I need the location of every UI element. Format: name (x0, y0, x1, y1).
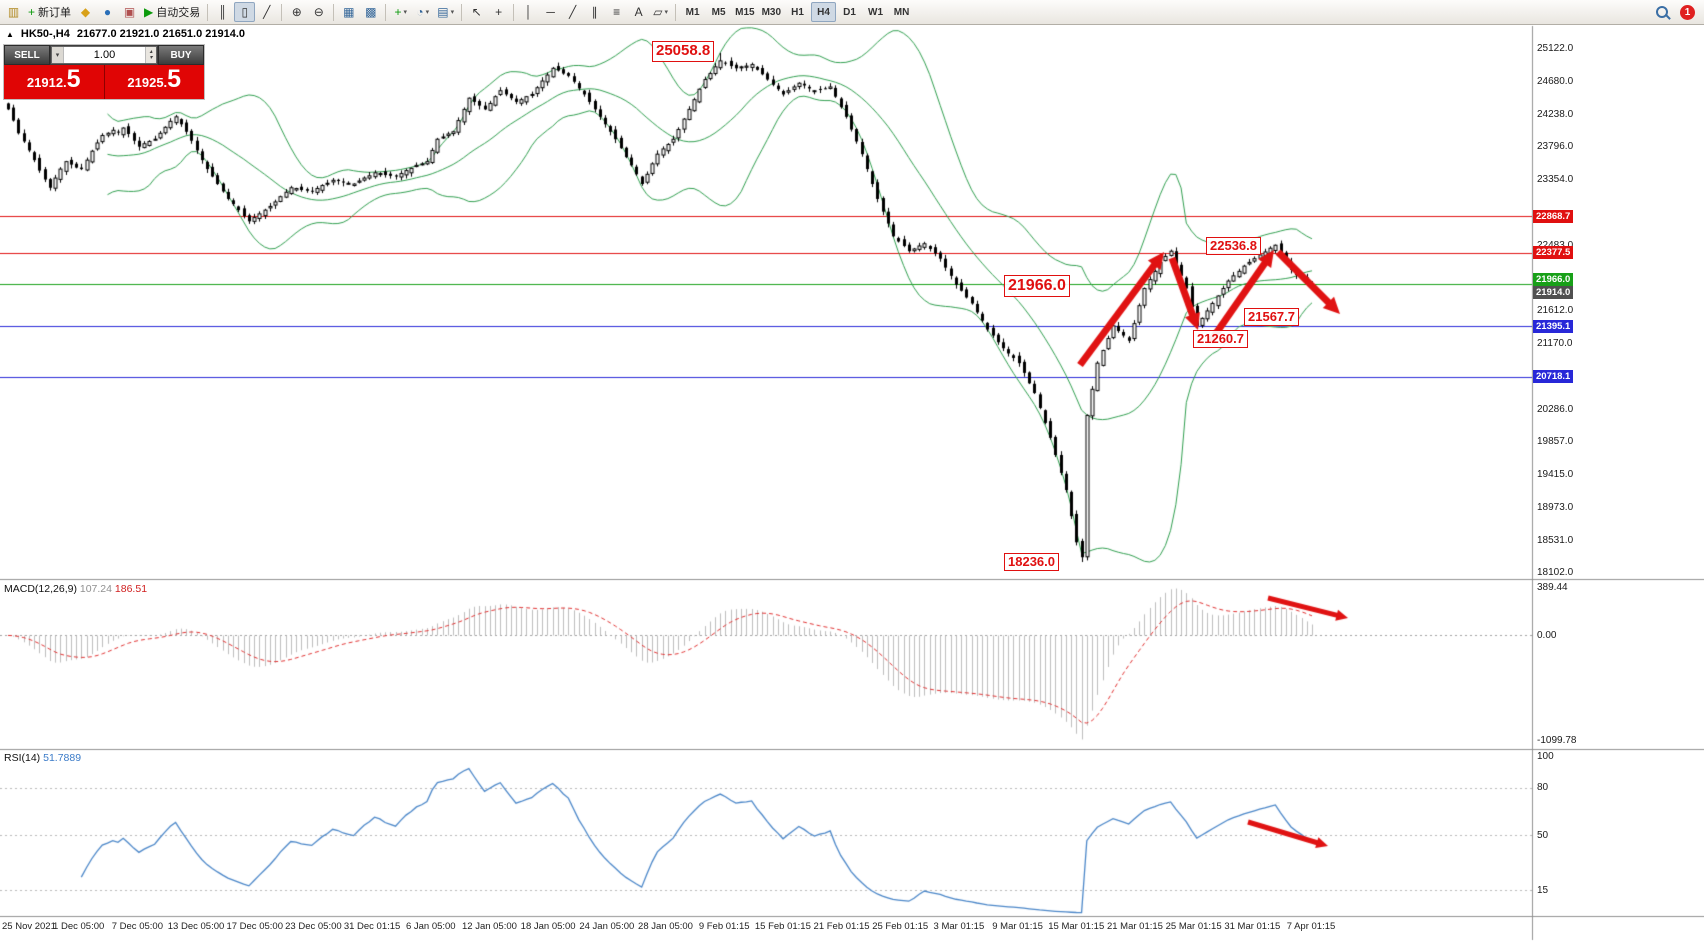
terminal-icon: ▣ (123, 5, 136, 19)
horizontal-line-button[interactable]: ─ (540, 2, 561, 22)
toolbar-separator (207, 3, 209, 21)
fibonacci-button[interactable]: ≡ (606, 2, 627, 22)
metaeditor-button[interactable]: ◆ (75, 2, 96, 22)
zoom-in-icon: ⊕ (291, 5, 302, 19)
toolbar-separator (675, 3, 677, 21)
autotrading-icon: ▶ (144, 5, 154, 19)
zoom-out-button[interactable]: ⊖ (308, 2, 329, 22)
new-order-button[interactable]: + 新订单 (25, 2, 74, 22)
timeframe-d1-button[interactable]: D1 (843, 6, 856, 18)
horizontal-line-icon: ─ (546, 5, 555, 19)
candlestick-chart-icon: ▯ (241, 5, 249, 19)
indicators-button[interactable]: + ▾ (390, 2, 411, 22)
tile-windows-icon: ▦ (343, 5, 355, 19)
terminal-button[interactable]: ▣ (119, 2, 140, 22)
metaeditor-icon: ◆ (80, 5, 91, 19)
toolbar-separator (513, 3, 515, 21)
sell-price-big-digit: 5 (66, 65, 81, 93)
arrows-button[interactable]: ▱ ▾ (650, 2, 671, 22)
sell-price[interactable]: 21912. 5 (4, 65, 105, 99)
periods-caret-icon: ▾ (425, 9, 430, 16)
timeframe-m30-button[interactable]: M30 (761, 6, 782, 18)
timeframe-mn-button[interactable]: MN (893, 6, 910, 18)
buy-price-big-digit: 5 (167, 65, 182, 93)
new-order-icon: + (28, 5, 36, 19)
volume-value[interactable]: 1.00 (93, 49, 116, 61)
autotrading-button[interactable]: ▶ 自动交易 (141, 2, 203, 22)
channel-button[interactable]: ∥ (584, 2, 605, 22)
buy-button[interactable]: BUY (158, 45, 204, 65)
tile-windows-button[interactable]: ▦ (338, 2, 359, 22)
fibonacci-icon: ≡ (613, 5, 621, 19)
channel-icon: ∥ (591, 5, 598, 19)
periods-button[interactable]: ◔ ▾ (412, 2, 433, 22)
toolbar-separator (281, 3, 283, 21)
toolbar: ▥ + 新订单 ◆ ● ▣ ▶ 自动交易 ║ ▯ ╱ ⊕ ⊖ ▦ ▩ + ▾ ◔ ▾ ▤ ▾ ↖ + │ ─ ╱ ∥ ≡ A ▱ ▾ M1 M5… (0, 0, 1704, 25)
templates-icon: ▤ (437, 5, 449, 19)
volume-preset-icon[interactable]: ▾ (52, 47, 64, 63)
volume-up-icon[interactable]: ▴ (149, 49, 153, 55)
timeframe-h1-button[interactable]: H1 (791, 6, 804, 18)
timeframe-h4-button[interactable]: H4 (811, 2, 837, 22)
arrows-icon: ▱ (653, 5, 663, 19)
market-watch-button[interactable]: ● (97, 2, 118, 22)
cursor-icon: ↖ (471, 5, 482, 19)
bar-chart-icon: ║ (218, 5, 227, 19)
toolbar-separator (385, 3, 387, 21)
volume-stepper[interactable]: ▾ 1.00 ▴ ▾ (51, 46, 157, 64)
collapse-chart-icon[interactable]: ▲ (6, 29, 14, 39)
zoom-out-icon: ⊖ (313, 5, 324, 19)
ohlc-readout: 21677.0 21921.0 21651.0 21914.0 (76, 28, 246, 40)
new-chart-icon: ▥ (7, 5, 20, 19)
vertical-line-button[interactable]: │ (518, 2, 539, 22)
buy-price-main: 21925. (127, 75, 168, 90)
timeframe-m1-button[interactable]: M1 (685, 6, 700, 18)
text-button[interactable]: A (628, 2, 649, 22)
market-watch-icon: ● (103, 5, 112, 19)
sell-button[interactable]: SELL (4, 45, 50, 65)
new-order-button-label: 新订单 (38, 7, 72, 19)
notifications-badge[interactable]: 1 (1680, 4, 1695, 20)
timeframe-w1-button[interactable]: W1 (868, 6, 884, 18)
cursor-button[interactable]: ↖ (466, 2, 487, 22)
sell-price-main: 21912. (26, 75, 67, 90)
volume-spinner[interactable]: ▴ ▾ (145, 47, 156, 63)
new-chart-button[interactable]: ▥ (3, 2, 24, 22)
timeframe-m15-button[interactable]: M15 (735, 6, 755, 18)
bar-chart-button[interactable]: ║ (212, 2, 233, 22)
timeframe-m5-button[interactable]: M5 (711, 6, 726, 18)
search-icon[interactable] (1654, 4, 1671, 21)
cascade-windows-button[interactable]: ▩ (360, 2, 381, 22)
arrows-caret-icon: ▾ (664, 9, 668, 16)
trendline-button[interactable]: ╱ (562, 2, 583, 22)
cascade-windows-icon: ▩ (365, 5, 377, 19)
trendline-icon: ╱ (568, 5, 577, 19)
indicators-icon: + (394, 5, 402, 19)
periods-icon: ◔ (416, 5, 424, 19)
toolbar-separator (461, 3, 463, 21)
candlestick-chart-button[interactable]: ▯ (234, 2, 256, 22)
volume-down-icon[interactable]: ▾ (149, 55, 153, 61)
toolbar-separator (333, 3, 335, 21)
symbol-period-label: HK50-,H4 (20, 28, 70, 40)
line-chart-icon: ╱ (263, 5, 271, 19)
autotrading-button-label: 自动交易 (156, 7, 201, 19)
line-chart-button[interactable]: ╱ (256, 2, 277, 22)
zoom-in-button[interactable]: ⊕ (286, 2, 307, 22)
buy-price[interactable]: 21925. 5 (104, 65, 204, 99)
trade-panel-prices: 21912. 5 21925. 5 (4, 65, 204, 99)
indicators-caret-icon: ▾ (403, 9, 408, 16)
trade-panel-controls: SELL ▾ 1.00 ▴ ▾ BUY (4, 45, 204, 65)
templates-caret-icon: ▾ (450, 9, 455, 16)
templates-button[interactable]: ▤ ▾ (434, 2, 457, 22)
one-click-trading-panel: SELL ▾ 1.00 ▴ ▾ BUY 21912. 5 21925. 5 (4, 45, 204, 99)
crosshair-icon: + (495, 5, 503, 19)
crosshair-button[interactable]: + (488, 2, 509, 22)
vertical-line-icon: │ (524, 5, 533, 19)
text-icon: A (634, 5, 643, 19)
symbol-header: ▲ HK50-,H4 21677.0 21921.0 21651.0 21914… (6, 28, 245, 40)
